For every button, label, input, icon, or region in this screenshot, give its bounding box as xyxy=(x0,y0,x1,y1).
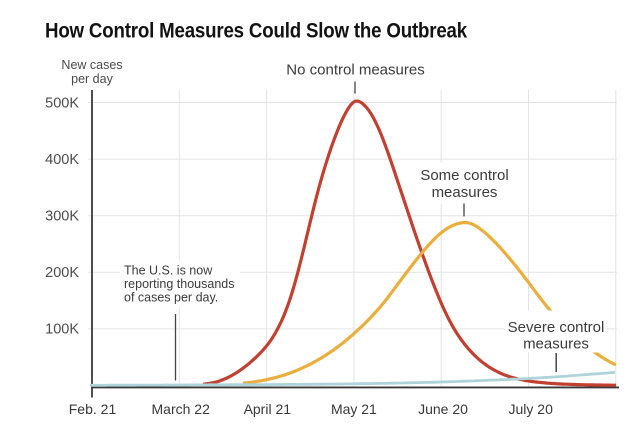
svg-text:March 22: March 22 xyxy=(152,401,211,417)
svg-text:May 21: May 21 xyxy=(331,401,377,417)
svg-text:400K: 400K xyxy=(45,152,79,168)
svg-text:500K: 500K xyxy=(45,95,79,111)
svg-text:Feb. 21: Feb. 21 xyxy=(69,401,117,417)
svg-text:reporting thousands: reporting thousands xyxy=(124,277,235,291)
svg-text:No control measures: No control measures xyxy=(286,62,424,79)
svg-text:New cases: New cases xyxy=(61,58,122,72)
svg-text:100K: 100K xyxy=(45,322,79,338)
svg-text:of cases per day.: of cases per day. xyxy=(124,291,218,305)
svg-text:Some control: Some control xyxy=(420,167,508,184)
svg-text:July 20: July 20 xyxy=(509,401,554,417)
svg-text:measures: measures xyxy=(432,184,498,201)
svg-text:April 21: April 21 xyxy=(244,401,292,417)
svg-text:June 20: June 20 xyxy=(418,401,468,417)
svg-text:300K: 300K xyxy=(45,209,79,225)
svg-text:Severe control: Severe control xyxy=(508,319,605,336)
svg-text:per day: per day xyxy=(71,72,113,86)
svg-text:How Control Measures Could Slo: How Control Measures Could Slow the Outb… xyxy=(45,19,467,43)
svg-text:200K: 200K xyxy=(45,265,79,281)
svg-text:The U.S. is now: The U.S. is now xyxy=(124,264,213,278)
svg-text:measures: measures xyxy=(523,336,589,353)
